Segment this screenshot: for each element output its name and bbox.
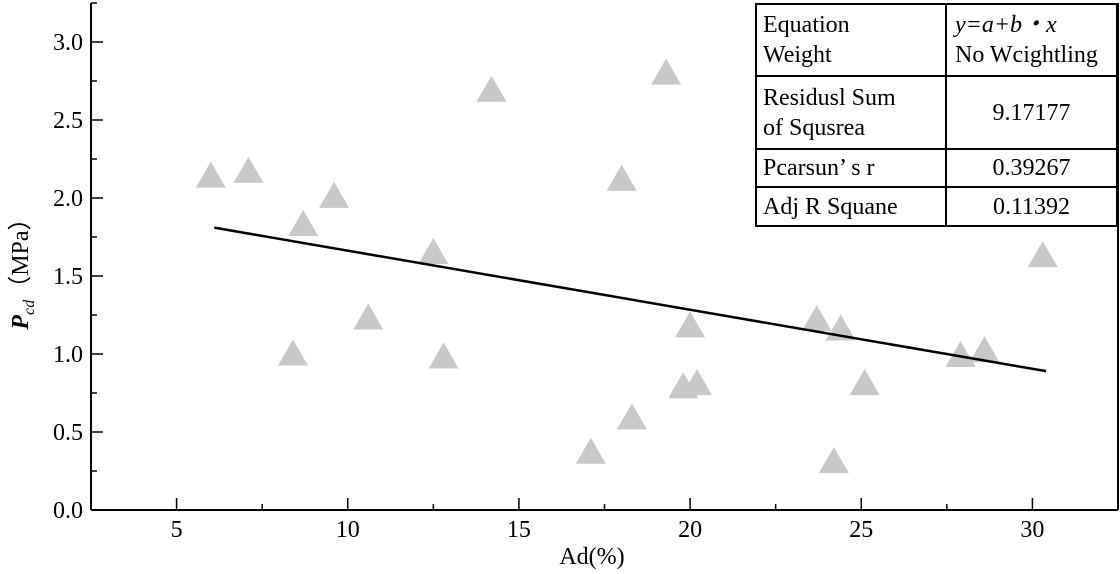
y-tick-label: 3.0 [53,30,83,56]
data-point-triangle [428,342,459,369]
data-point-triangle [945,341,976,367]
ticks [90,2,1119,511]
data-point-triangle [1027,241,1058,268]
y-axis-title: Pcd（MPa） [8,206,38,330]
y-axis-title-subscript: cd [21,299,38,315]
data-point-triangle [801,305,832,332]
stats-label-equation-weight: Equation Weight [755,2,947,78]
tick-labels: 5 10 15 20 25 30 0.0 0.5 1.0 1.5 2.0 2.5 3.0 [53,30,1044,543]
data-point-triangle [195,161,226,188]
stats-row-pearson: Pcarsun’ s r 0.39267 [755,147,1118,189]
x-tick-label: 10 [336,517,360,543]
stats-value-pearson: 0.39267 [945,147,1118,189]
y-axis-title-symbol: P [8,315,34,331]
data-point-triangle [476,75,507,102]
data-point-triangle [575,437,606,464]
data-point-triangle [233,156,264,183]
x-tick-label: 25 [849,517,873,543]
data-point-triangle [277,339,308,366]
equation-text: y=a+b・x [955,12,1057,39]
stats-row-rss: Residusl Sum of Squsrea 9.17177 [755,75,1118,150]
stats-label-pearson: Pcarsun’ s r [755,147,947,189]
data-point-triangle [675,311,706,338]
x-tick-label: 30 [1020,517,1044,543]
data-point-triangle [651,58,682,85]
y-tick-label: 0.0 [53,498,83,524]
data-points [195,58,1058,474]
stats-value-adj-r2: 0.11392 [945,186,1118,227]
stats-value-equation-weight: y=a+b・x No Wcightling [945,2,1118,78]
fit-line [214,226,1047,373]
y-axis-title-unit: （MPa） [8,206,34,299]
x-tick-label: 15 [507,517,531,543]
fit-line-group [214,226,1047,373]
stats-row-adj-r2: Adj R Squane 0.11392 [755,186,1118,227]
data-point-triangle [616,403,647,430]
weight-text: No Wcightling [955,42,1098,69]
data-point-triangle [418,238,449,265]
stats-label-rss: Residusl Sum of Squsrea [755,75,947,150]
x-tick-label: 20 [678,517,702,543]
stats-row-equation: Equation Weight y=a+b・x No Wcightling [755,2,1118,78]
y-tick-label: 1.0 [53,342,83,368]
data-point-triangle [818,447,849,474]
data-point-triangle [288,209,319,236]
data-point-triangle [319,181,350,208]
y-tick-label: 2.0 [53,186,83,212]
regression-stats-table: Equation Weight y=a+b・x No Wcightling Re… [755,2,1118,227]
data-point-triangle [606,164,637,191]
stats-label-adj-r2: Adj R Squane [755,186,947,227]
data-point-triangle [969,336,1000,363]
x-axis-title: Ad(%) [559,544,624,570]
y-tick-label: 0.5 [53,420,83,446]
y-tick-label: 1.5 [53,264,83,290]
y-tick-label: 2.5 [53,108,83,134]
stats-value-rss: 9.17177 [945,75,1118,150]
x-tick-label: 5 [171,517,183,543]
data-point-triangle [353,303,384,330]
data-point-triangle [681,369,712,396]
data-point-triangle [849,369,880,396]
